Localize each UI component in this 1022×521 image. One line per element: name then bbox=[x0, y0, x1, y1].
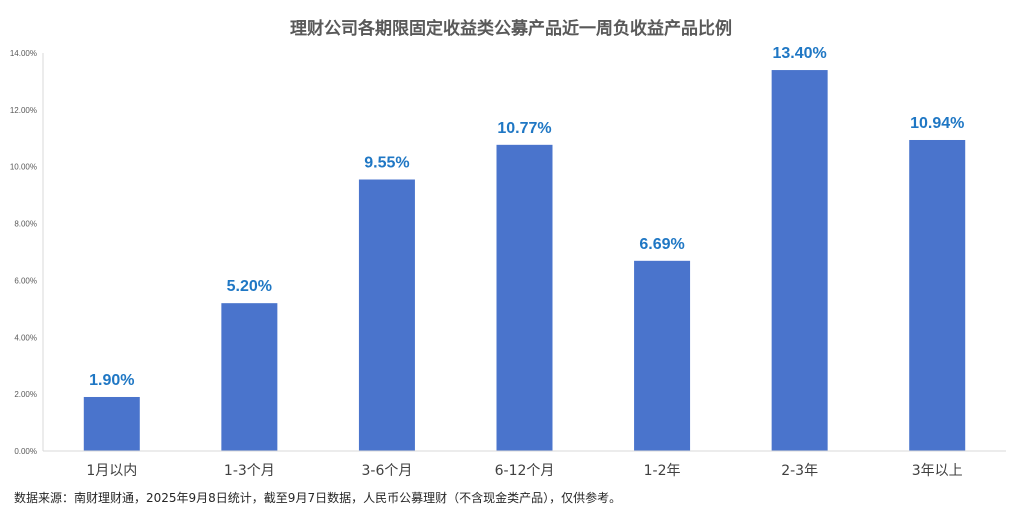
y-tick-label: 0.00% bbox=[14, 447, 37, 456]
data-label: 10.94% bbox=[910, 115, 964, 132]
category-label: 3-6个月 bbox=[361, 463, 412, 479]
y-tick-label: 12.00% bbox=[10, 106, 37, 115]
category-label: 1-3个月 bbox=[224, 463, 275, 479]
data-label: 6.69% bbox=[639, 236, 684, 253]
bar bbox=[496, 144, 553, 451]
bars: 1.90% 5.20% 9.55% 10.77% 6.69% 13.40% 10.94% bbox=[83, 45, 966, 452]
y-tick-label: 14.00% bbox=[10, 49, 37, 58]
data-label: 10.77% bbox=[497, 120, 551, 137]
bar bbox=[634, 260, 691, 451]
category-label: 2-3年 bbox=[781, 463, 818, 479]
data-label: 9.55% bbox=[364, 155, 409, 172]
y-tick-label: 2.00% bbox=[14, 390, 37, 399]
category-label: 3年以上 bbox=[912, 463, 963, 479]
source-note: 数据来源：南财理财通，2025年9月8日统计，截至9月7日数据，人民币公募理财（… bbox=[14, 491, 622, 505]
bar bbox=[771, 70, 828, 452]
chart-title: 理财公司各期限固定收益类公募产品近一周负收益产品比例 bbox=[290, 19, 732, 39]
bar bbox=[83, 396, 140, 451]
category-label: 1-2年 bbox=[644, 463, 681, 479]
data-label: 13.40% bbox=[773, 45, 827, 62]
bar bbox=[909, 139, 966, 451]
bar bbox=[221, 303, 278, 451]
data-label: 1.90% bbox=[89, 372, 134, 389]
y-tick-label: 6.00% bbox=[14, 276, 37, 285]
y-tick-label: 8.00% bbox=[14, 220, 37, 229]
category-label: 1月以内 bbox=[86, 463, 137, 479]
bar bbox=[358, 179, 415, 451]
y-axis: 0.00% 2.00% 4.00% 6.00% 8.00% 10.00% 12.00% 14.… bbox=[10, 49, 44, 456]
category-label: 6-12个月 bbox=[495, 463, 555, 479]
y-tick-label: 10.00% bbox=[10, 163, 37, 172]
x-axis: 1月以内 1-3个月 3-6个月 6-12个月 1-2年 2-3年 3年以上 bbox=[43, 450, 1006, 479]
y-tick-label: 4.00% bbox=[14, 333, 37, 342]
data-label: 5.20% bbox=[227, 278, 272, 295]
